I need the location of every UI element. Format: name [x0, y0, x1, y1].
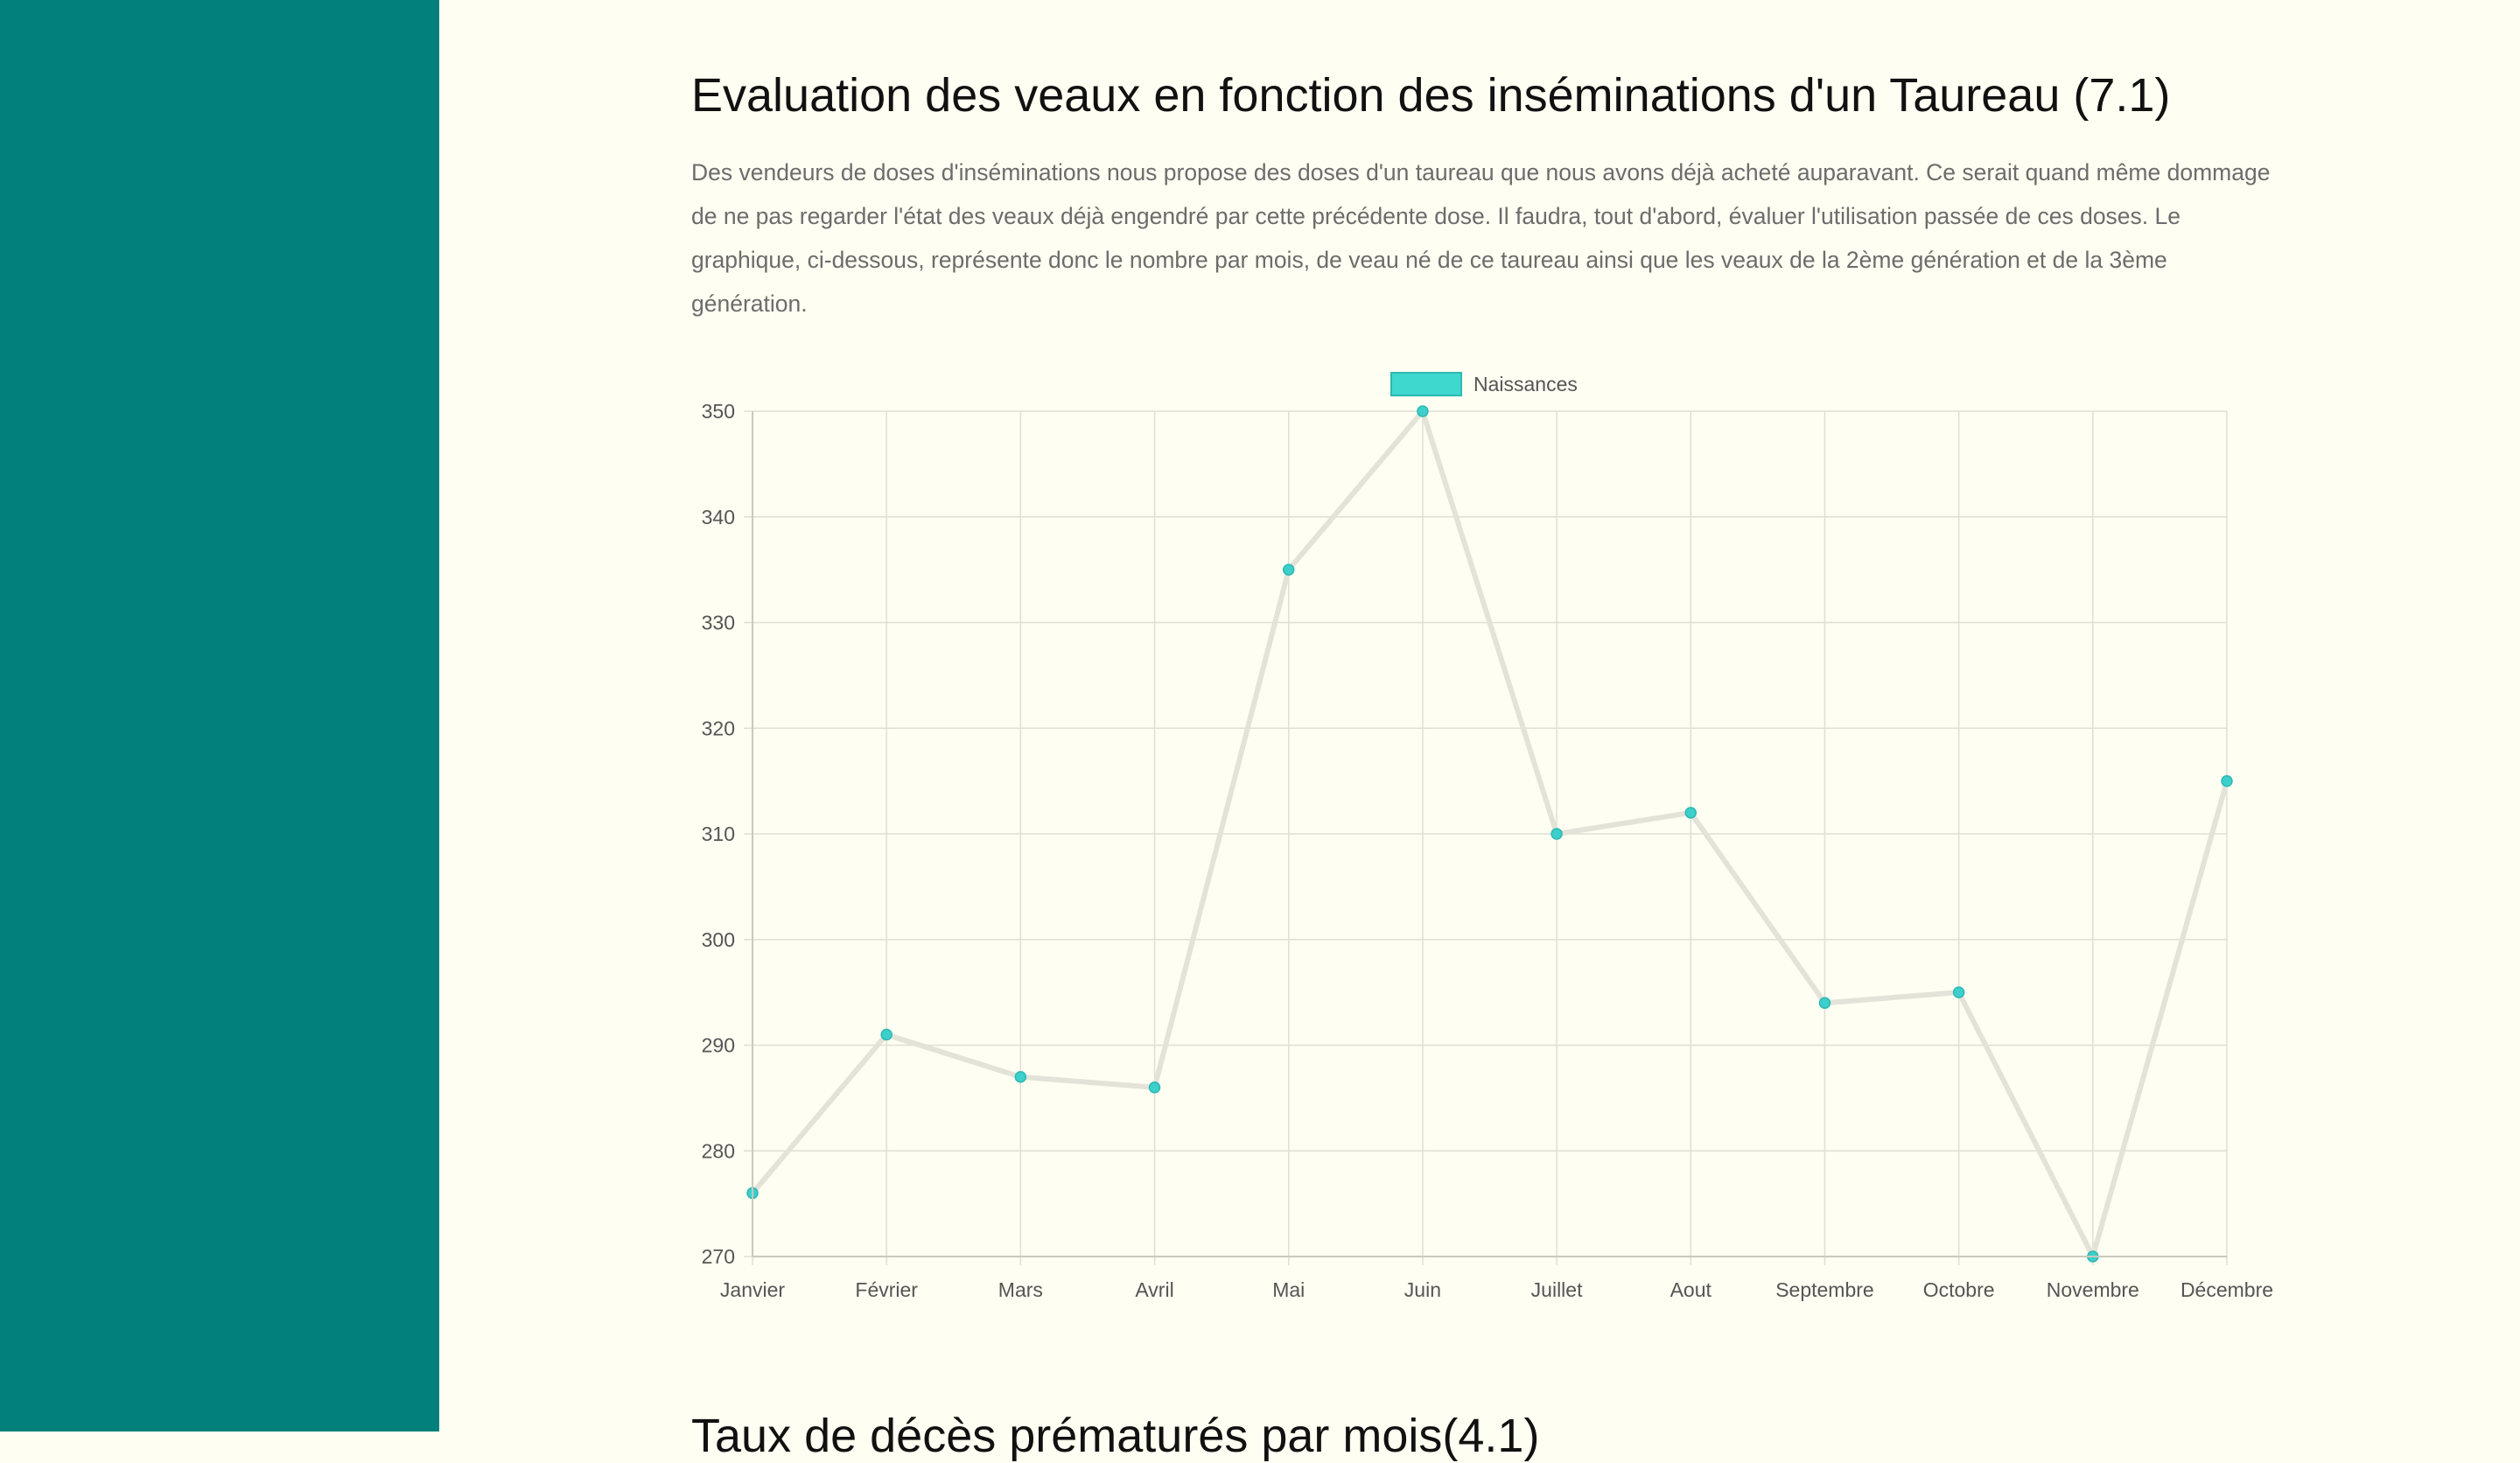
x-tick-label: Décembre [2180, 1278, 2273, 1301]
x-tick-label: Novembre [2047, 1278, 2139, 1301]
page-description: Des vendeurs de doses d'inséminations no… [691, 159, 2271, 317]
main-content: Evaluation des veaux en fonction des ins… [691, 0, 2292, 1462]
data-point [1550, 828, 1563, 840]
x-tick-label: Février [855, 1278, 918, 1301]
legend-swatch [1390, 372, 1462, 396]
x-tick-label: Janvier [720, 1278, 785, 1301]
y-tick-label: 270 [702, 1245, 735, 1268]
y-tick-label: 300 [702, 928, 735, 951]
page-title: Evaluation des veaux en fonction des ins… [691, 69, 2171, 122]
data-point [1684, 807, 1698, 819]
data-point [1282, 564, 1295, 576]
y-tick-label: 280 [702, 1139, 735, 1162]
births-line-chart: 270 280 290 300 310 320 330 340 350 Janvier Févrie… [702, 372, 2273, 1301]
x-tick-label: Aout [1670, 1278, 1712, 1301]
data-point [1148, 1082, 1161, 1094]
y-tick-label: 350 [702, 400, 735, 423]
x-tick-label: Mars [998, 1278, 1043, 1301]
data-point [1417, 405, 1429, 417]
y-tick-label: 330 [702, 612, 735, 634]
x-tick-label: Juin [1404, 1278, 1441, 1301]
x-tick-label: Mai [1272, 1278, 1305, 1301]
data-point [880, 1028, 892, 1041]
x-tick-label: Septembre [1775, 1278, 1874, 1301]
y-tick-label: 310 [702, 822, 735, 845]
next-section-title: Taux de décès prématurés par mois(4.1) [691, 1410, 1540, 1462]
legend-label: Naissances [1474, 373, 1578, 396]
x-tick-label: Avril [1135, 1278, 1173, 1301]
data-point [1952, 986, 1965, 998]
series-line-naissances [750, 409, 2230, 1259]
data-point [1818, 997, 1831, 1009]
y-tick-label: 290 [702, 1034, 735, 1057]
y-tick-label: 340 [702, 506, 735, 528]
y-tick-label: 320 [702, 717, 735, 739]
sidebar [0, 0, 439, 1432]
x-tick-label: Octobre [1923, 1278, 1995, 1301]
data-point [1014, 1070, 1027, 1083]
data-point [2221, 774, 2233, 788]
x-tick-label: Juillet [1531, 1278, 1583, 1301]
